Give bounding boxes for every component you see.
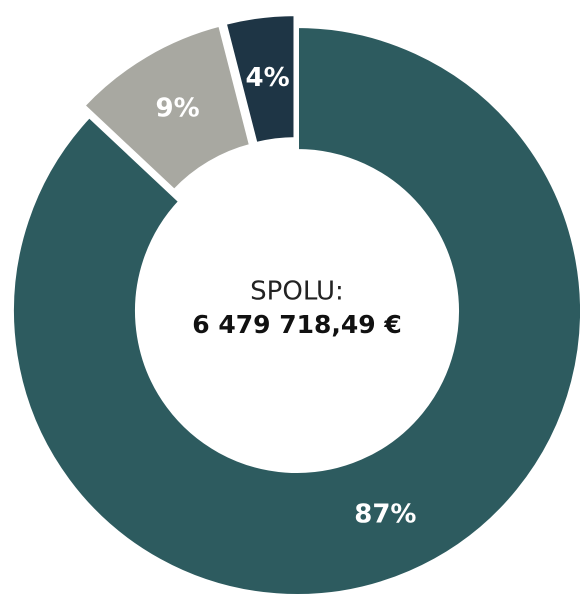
center-label: SPOLU: [250,277,344,307]
value-label: 4% [246,63,290,93]
donut-slice [222,12,298,147]
total-label: 6 479 718,49 € [192,310,402,339]
value-label: 87% [354,500,416,530]
value-label: 9% [156,94,200,124]
donut-slice [10,23,580,596]
slices [10,12,580,596]
donut-slice [80,22,254,194]
